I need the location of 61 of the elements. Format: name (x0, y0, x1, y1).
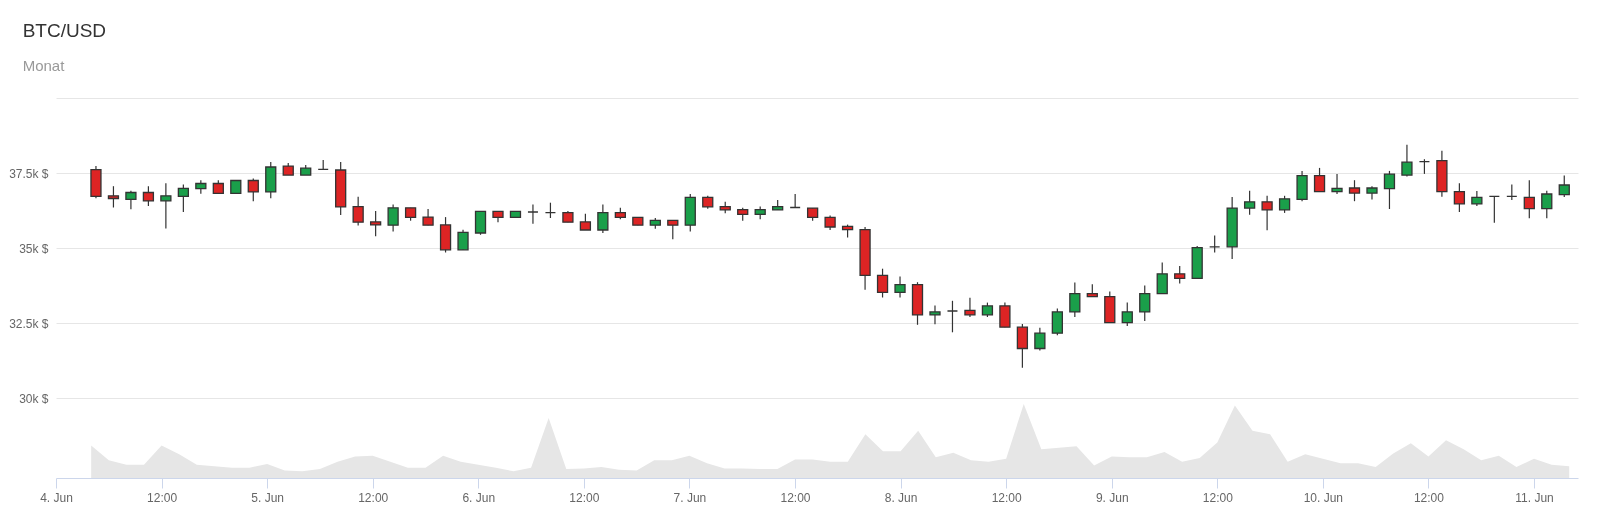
candlestick (177, 183, 190, 213)
candlestick (474, 210, 487, 236)
candlestick (1139, 284, 1151, 322)
x-tick-label: 12:00 (358, 490, 389, 505)
candlestick (1313, 167, 1326, 193)
x-tick-label: 12:00 (569, 490, 600, 505)
candlestick (1034, 327, 1046, 352)
x-tick-label: 9. Jun (1095, 490, 1129, 505)
chart-title: BTC/USD (22, 20, 107, 41)
candlestick (1331, 173, 1343, 195)
candlestick (1383, 170, 1396, 210)
candlestick (1541, 190, 1553, 219)
candlestick (964, 297, 976, 318)
candlestick (142, 185, 155, 207)
x-tick-label: 5. Jun (251, 490, 284, 505)
x-tick-label: 8. Jun (884, 490, 918, 505)
candlestick (1069, 281, 1081, 318)
chart-subtitle: Monat (22, 57, 66, 74)
candlestick (929, 305, 941, 325)
y-tick-label: 35k $ (19, 241, 49, 256)
candlestick (369, 210, 382, 237)
x-tick-label: 7. Jun (673, 490, 707, 505)
candlestick (1156, 261, 1168, 295)
candlestick (1401, 144, 1413, 178)
candlestick (1348, 179, 1361, 202)
candlestick (387, 203, 399, 233)
candlestick (876, 268, 889, 299)
candlestick (1453, 182, 1466, 213)
x-tick-label: 10. Jun (1303, 490, 1344, 505)
y-tick-label: 37.5k $ (9, 166, 49, 181)
x-tick-label: 12:00 (991, 490, 1022, 505)
candlestick (247, 177, 259, 202)
candlestick (894, 275, 906, 299)
y-tick-label: 32.5k $ (9, 316, 49, 331)
candlestick (352, 196, 364, 227)
candlestick (946, 300, 959, 333)
candlestick (667, 219, 679, 240)
candlestick (107, 185, 120, 209)
candlestick (1121, 302, 1133, 327)
candlestick (125, 190, 137, 210)
candlestick (1243, 190, 1256, 216)
x-tick-label: 12:00 (1202, 490, 1234, 505)
candlestick (1558, 174, 1570, 198)
candlestick (1051, 308, 1063, 336)
x-tick-label: 4. Jun (40, 490, 73, 505)
x-tick-label: 6. Jun (462, 490, 496, 505)
candlestick (1296, 170, 1308, 202)
candlestick (160, 182, 172, 230)
candlestick (1261, 195, 1273, 231)
x-tick-label: 11. Jun (1515, 490, 1554, 505)
candlestick (597, 203, 609, 234)
candlestick (527, 203, 539, 225)
x-tick-label: 12:00 (147, 490, 178, 505)
candlestick (457, 229, 469, 251)
candlestick (1016, 323, 1029, 369)
candlestick (999, 302, 1011, 328)
candlestick (1488, 195, 1500, 224)
candlestick (1523, 179, 1535, 219)
x-tick-label: 12:00 (780, 490, 811, 505)
y-tick-label: 30k $ (19, 391, 49, 406)
x-tick-label: 12:00 (1413, 490, 1445, 505)
